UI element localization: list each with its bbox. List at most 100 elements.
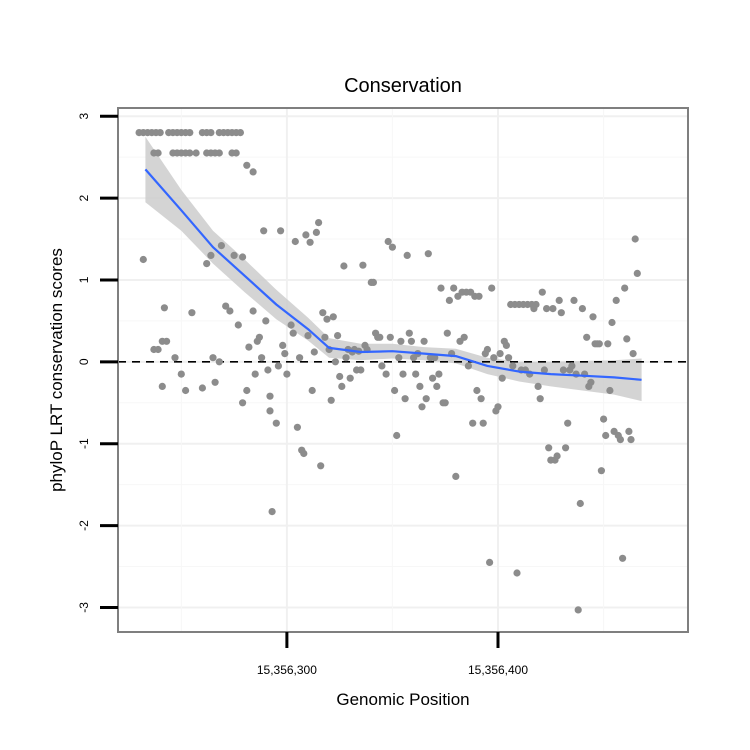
- data-point: [464, 362, 472, 370]
- data-point: [249, 307, 257, 315]
- data-point: [576, 499, 584, 508]
- y-tick-label: -2: [77, 520, 91, 531]
- data-point: [160, 304, 168, 312]
- data-point: [198, 384, 206, 392]
- data-point: [226, 307, 234, 315]
- data-point: [230, 251, 238, 259]
- data-point: [538, 288, 546, 296]
- data-point: [287, 321, 295, 329]
- data-point: [338, 382, 346, 390]
- data-point: [401, 395, 409, 403]
- data-point: [154, 345, 162, 354]
- data-point: [473, 386, 481, 395]
- data-point: [479, 419, 487, 427]
- data-point: [496, 350, 504, 358]
- chart-title: Conservation: [344, 75, 462, 97]
- data-point: [602, 431, 610, 440]
- data-point: [606, 386, 614, 395]
- data-point: [315, 219, 323, 227]
- data-point: [300, 449, 308, 458]
- y-tick-label: 3: [77, 113, 91, 120]
- data-point: [260, 227, 268, 235]
- data-point: [623, 335, 631, 343]
- data-point: [553, 452, 561, 460]
- data-point: [268, 508, 276, 516]
- data-point: [549, 305, 557, 313]
- data-point: [433, 382, 441, 390]
- plot-frame: [117, 107, 689, 633]
- data-point: [306, 238, 314, 246]
- data-point: [619, 554, 627, 562]
- data-point: [452, 472, 460, 480]
- data-point: [317, 462, 325, 470]
- data-point: [399, 370, 407, 378]
- data-point: [616, 436, 625, 444]
- data-point: [319, 309, 327, 317]
- data-point: [397, 337, 405, 345]
- plot-area: [117, 107, 689, 633]
- x-tick-label: 15,356,300: [257, 663, 317, 677]
- data-point: [597, 467, 606, 475]
- data-point: [304, 332, 312, 340]
- data-point: [264, 366, 272, 374]
- data-point: [215, 358, 223, 366]
- data-point: [266, 392, 274, 400]
- data-point: [418, 403, 426, 411]
- data-point: [211, 378, 219, 386]
- data-point: [633, 269, 641, 277]
- data-point: [405, 329, 413, 337]
- data-point: [437, 284, 445, 292]
- data-point: [357, 366, 365, 374]
- data-point: [589, 313, 597, 321]
- data-point: [608, 318, 616, 327]
- data-point: [232, 149, 240, 157]
- data-point: [627, 436, 635, 444]
- x-axis-title: Genomic Position: [336, 690, 469, 709]
- data-point: [171, 354, 179, 362]
- data-point: [395, 354, 403, 362]
- data-point: [574, 606, 582, 614]
- data-point: [435, 370, 443, 378]
- data-point: [156, 129, 164, 137]
- data-point: [308, 386, 316, 395]
- data-point: [289, 329, 297, 337]
- confidence-band: [145, 136, 642, 402]
- data-point: [391, 386, 399, 395]
- data-point: [494, 403, 502, 411]
- data-point: [631, 235, 639, 243]
- y-tick-label: -3: [77, 602, 91, 613]
- data-point: [177, 370, 185, 378]
- data-point: [572, 370, 580, 378]
- x-tick-label: 15,356,400: [468, 663, 528, 677]
- data-point: [188, 309, 196, 317]
- data-point: [469, 419, 477, 427]
- data-point: [336, 372, 344, 381]
- data-point: [310, 348, 318, 356]
- data-point: [163, 337, 171, 345]
- data-point: [222, 302, 230, 310]
- data-point: [323, 315, 331, 323]
- data-point: [217, 242, 225, 250]
- data-point: [578, 305, 587, 313]
- data-point: [274, 362, 282, 370]
- data-point: [209, 354, 217, 362]
- data-point: [570, 296, 578, 304]
- data-point: [488, 284, 496, 292]
- data-point: [388, 243, 396, 251]
- data-point: [460, 333, 468, 341]
- data-point: [243, 161, 251, 169]
- data-point: [450, 284, 458, 292]
- data-point: [239, 253, 247, 261]
- data-point: [416, 382, 424, 390]
- data-point: [291, 237, 299, 246]
- data-point: [382, 370, 390, 378]
- data-point: [182, 386, 190, 395]
- data-point: [293, 423, 301, 431]
- data-point: [490, 354, 498, 362]
- data-point: [509, 362, 517, 370]
- data-point: [139, 255, 147, 264]
- data-point: [513, 569, 521, 577]
- data-point: [393, 431, 401, 440]
- data-point: [422, 395, 430, 403]
